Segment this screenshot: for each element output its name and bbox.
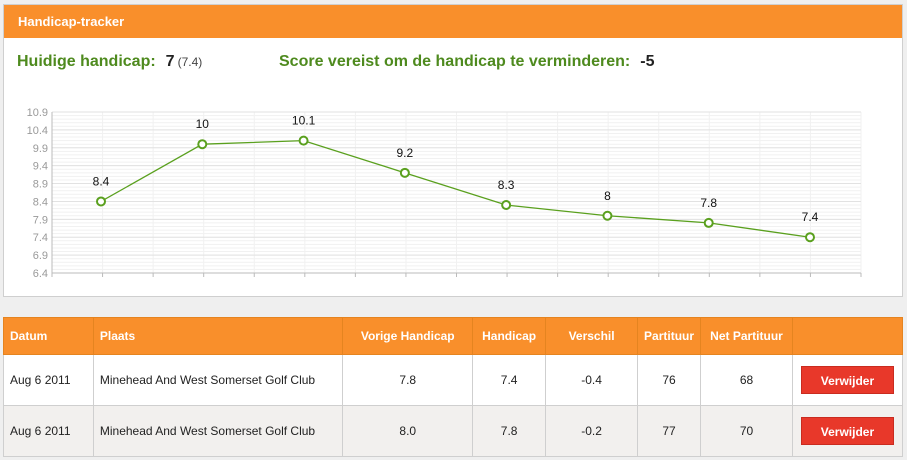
- data-point: [298, 135, 309, 146]
- cell-net-score: 68: [700, 354, 793, 406]
- col-actions: [791, 317, 904, 355]
- table-row: Aug 6 2011 Minehead And West Somerset Go…: [3, 405, 904, 457]
- handicap-tracker-panel: Handicap-tracker Huidige handicap: 7 (7.4)…: [3, 4, 903, 297]
- cell-score: 77: [637, 405, 702, 457]
- handicap-chart: 10.9 10.4 9.9 9.4 8.9 8.4 7.9 7.4 6.9 6.4 8.4 10 10.…: [27, 107, 862, 280]
- col-net-score: Net Partituur: [700, 317, 793, 355]
- cell-net-score: 70: [700, 405, 793, 457]
- data-label: 9.2: [397, 146, 414, 160]
- col-place: Plaats: [92, 317, 344, 355]
- handicap-stats: Huidige handicap: 7 (7.4) Score vereist om…: [17, 53, 654, 71]
- delete-button[interactable]: Verwijder: [800, 366, 894, 394]
- delete-button[interactable]: Verwijder: [800, 417, 894, 445]
- table-header-row: Datum Plaats Vorige Handicap Handicap Ve…: [3, 317, 904, 355]
- data-label: 8.3: [498, 178, 515, 192]
- y-tick-label: 9.4: [33, 161, 48, 173]
- y-tick-label: 8.9: [33, 179, 48, 191]
- cell-date: Aug 6 2011: [3, 354, 94, 406]
- y-tick-label: 10.9: [27, 107, 48, 119]
- cell-prev-handicap: 7.8: [342, 354, 474, 406]
- y-tick-label: 6.4: [33, 268, 48, 280]
- current-handicap-label: Huidige handicap:: [17, 53, 156, 70]
- data-point: [805, 232, 815, 243]
- rounds-table: Datum Plaats Vorige Handicap Handicap Ve…: [3, 317, 904, 457]
- panel-title: Handicap-tracker: [4, 5, 902, 38]
- data-point: [197, 139, 208, 150]
- data-point: [602, 210, 613, 221]
- cell-difference: -0.2: [545, 405, 639, 457]
- required-score-label: Score vereist om de handicap te verminde…: [279, 53, 631, 70]
- current-handicap-value: 7: [165, 53, 175, 70]
- col-prev-handicap: Vorige Handicap: [342, 317, 474, 355]
- y-tick-label: 8.4: [33, 196, 48, 208]
- cell-actions: Verwijder: [791, 354, 904, 406]
- cell-date: Aug 6 2011: [3, 405, 94, 457]
- table-row: Aug 6 2011 Minehead And West Somerset Go…: [3, 354, 904, 406]
- required-score-block: Score vereist om de handicap te verminde…: [279, 53, 654, 71]
- cell-prev-handicap: 8.0: [342, 405, 474, 457]
- cell-actions: Verwijder: [791, 405, 904, 457]
- cell-score: 76: [637, 354, 702, 406]
- y-tick-label: 10.4: [27, 125, 48, 137]
- data-label: 10: [196, 117, 210, 131]
- required-score-value: -5: [640, 53, 655, 70]
- col-date: Datum: [3, 317, 94, 355]
- col-difference: Verschil: [545, 317, 639, 355]
- data-label: 8.4: [93, 174, 110, 188]
- col-handicap: Handicap: [472, 317, 547, 355]
- data-label: 8: [604, 189, 611, 203]
- data-point: [703, 217, 714, 228]
- col-score: Partituur: [637, 317, 702, 355]
- current-handicap-exact: (7.4): [177, 55, 203, 69]
- data-label: 7.8: [700, 196, 717, 210]
- y-tick-label: 7.4: [33, 232, 48, 244]
- data-point: [399, 167, 410, 178]
- cell-handicap: 7.8: [472, 405, 547, 457]
- data-point: [96, 196, 106, 207]
- cell-place: Minehead And West Somerset Golf Club: [92, 405, 344, 457]
- y-tick-label: 9.9: [33, 143, 48, 155]
- cell-difference: -0.4: [545, 354, 639, 406]
- series-line: [100, 139, 811, 238]
- y-tick-label: 7.9: [33, 214, 48, 226]
- cell-place: Minehead And West Somerset Golf Club: [92, 354, 344, 406]
- data-label: 10.1: [292, 114, 316, 128]
- y-tick-label: 6.9: [33, 250, 48, 262]
- cell-handicap: 7.4: [472, 354, 547, 406]
- data-label: 7.4: [802, 210, 819, 224]
- data-point: [501, 200, 512, 211]
